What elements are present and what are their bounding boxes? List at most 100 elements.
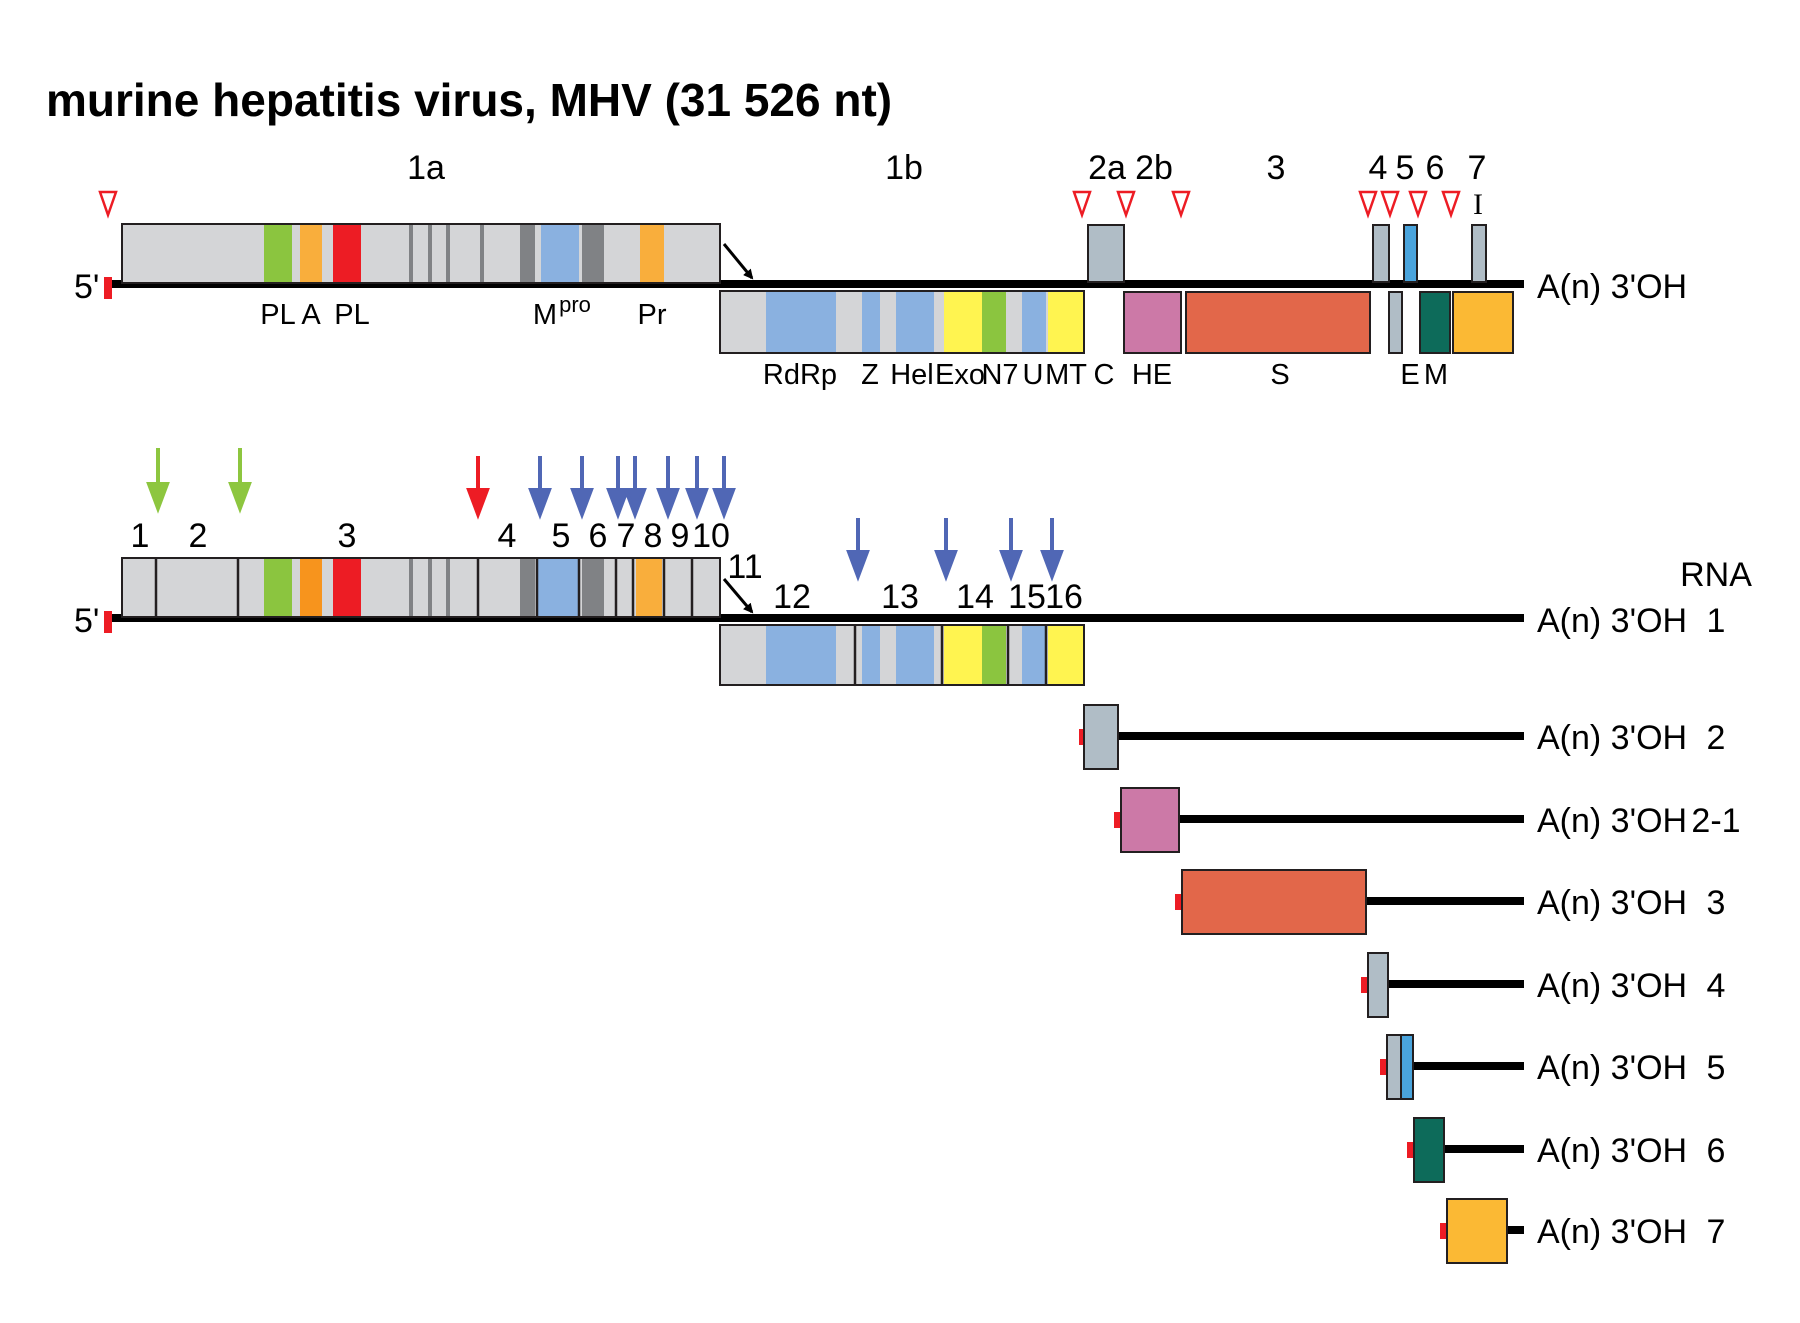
orf-2a	[1087, 224, 1125, 283]
rna-2-1: A(n) 3'OH 2-1	[1114, 787, 1741, 853]
mpro-cleavage-arrow	[685, 456, 709, 520]
rna1-leader	[104, 611, 112, 633]
rna-label-2-1: A(n) 3'OH	[1537, 802, 1687, 840]
nsp-label-10: 10	[692, 517, 730, 555]
orf-label-1a: 1a	[407, 149, 445, 187]
rna-label-3: A(n) 3'OH	[1537, 884, 1687, 922]
rna-label-6: A(n) 3'OH	[1537, 1132, 1687, 1170]
pp1a-box	[121, 557, 721, 618]
rna-label-7: A(n) 3'OH	[1537, 1213, 1687, 1251]
domain-label-hel: Hel	[890, 359, 934, 391]
rna-4: A(n) 3'OH 4	[1361, 952, 1726, 1018]
orf-m	[1419, 291, 1451, 354]
trs-marker	[1116, 190, 1136, 219]
rna-id-7: 7	[1707, 1213, 1726, 1251]
orf-label-4: 4	[1369, 149, 1388, 187]
rna-5: A(n) 3'OH 5	[1380, 1034, 1726, 1100]
nsp-label-9: 9	[671, 517, 690, 555]
domain-label-m-protein: M	[1424, 359, 1448, 391]
mpro-cleavage-arrow	[606, 456, 630, 520]
mpro-cleavage-arrow	[846, 518, 870, 582]
rna-header: RNA	[1680, 556, 1752, 594]
mpro-cleavage-arrow	[570, 456, 594, 520]
frameshift-arrow-middle	[722, 578, 754, 614]
nsp-label-6: 6	[589, 517, 608, 555]
orf-he	[1123, 291, 1182, 354]
mpro-cleavage-arrow	[999, 518, 1023, 582]
domain-label-n7: N7	[981, 359, 1018, 391]
rna-id-3: 3	[1707, 884, 1726, 922]
rna-id-6: 6	[1707, 1132, 1726, 1170]
domain-label-pro: pro	[559, 292, 591, 317]
orf-i	[1471, 224, 1487, 283]
nsp-label-5: 5	[552, 517, 571, 555]
rna-id-5: 5	[1707, 1049, 1726, 1087]
domain-label-u: U	[1023, 359, 1044, 391]
mpro-cleavage-arrow	[656, 456, 680, 520]
polyprotein-map: 5' A(n) 3'OH 1 RNA	[74, 448, 1752, 686]
orf-4	[1372, 224, 1390, 283]
rna-id-2: 2	[1707, 719, 1726, 757]
trs-marker	[1358, 190, 1378, 219]
domain-label-he: HE	[1132, 359, 1172, 391]
genome-backbone	[104, 280, 1524, 288]
nsp-label-2: 2	[189, 517, 208, 555]
mpro-cleavage-arrow	[934, 518, 958, 582]
nsp-label-4: 4	[498, 517, 517, 555]
rna-label-4: A(n) 3'OH	[1537, 967, 1687, 1005]
trs-marker	[1171, 190, 1191, 219]
trs-marker	[1408, 190, 1428, 219]
domain-label-pl2: PL	[334, 299, 369, 331]
orf-label-6: 6	[1426, 149, 1445, 187]
trs-markers	[98, 190, 1461, 219]
rna-label-2: A(n) 3'OH	[1537, 719, 1687, 757]
domain-label-s: S	[1270, 359, 1289, 391]
domain-label-m: M	[533, 299, 557, 331]
trs-marker	[98, 190, 118, 219]
rna-id-4: 4	[1707, 967, 1726, 1005]
domain-label-c: C	[1094, 359, 1115, 391]
nsp-label-13: 13	[881, 578, 919, 616]
frameshift-arrow-top	[722, 243, 754, 280]
orf-label-i: I	[1473, 188, 1483, 221]
leader-sequence	[104, 277, 112, 299]
genome-five-prime: 5'	[74, 268, 99, 306]
rna-7: A(n) 3'OH 7	[1440, 1198, 1726, 1264]
diagram-title: murine hepatitis virus, MHV (31 526 nt)	[46, 74, 892, 126]
orf-5a	[1388, 291, 1403, 354]
rna-id-1: 1	[1707, 602, 1726, 640]
orf-n	[1452, 291, 1514, 354]
orf-s	[1185, 291, 1371, 354]
cleavage-arrows	[146, 448, 1064, 582]
polyprotein-three-prime: A(n) 3'OH	[1537, 602, 1687, 640]
orf-label-2a: 2a	[1088, 149, 1126, 187]
orf-1b	[719, 290, 1085, 354]
domain-label-rdrp: RdRp	[763, 359, 837, 391]
orf-e	[1403, 224, 1418, 283]
mpro-cleavage-arrow	[528, 456, 552, 520]
rna-id-2-1: 2-1	[1691, 802, 1740, 840]
rna-6: A(n) 3'OH 6	[1407, 1117, 1726, 1183]
trs-marker	[1441, 190, 1461, 219]
orf-1a	[121, 223, 721, 284]
orf-label-3: 3	[1267, 149, 1286, 187]
pl2-cleavage-arrow	[466, 456, 490, 520]
pl1-cleavage-arrow	[228, 448, 252, 514]
rna-2: A(n) 3'OH 2	[1079, 704, 1726, 770]
rna-label-5: A(n) 3'OH	[1537, 1049, 1687, 1087]
domain-label-a: A	[301, 299, 321, 331]
genome-three-prime: A(n) 3'OH	[1537, 268, 1687, 306]
pl1-cleavage-arrow	[146, 448, 170, 514]
nsp-label-3: 3	[338, 517, 357, 555]
domain-label-pr: Pr	[638, 299, 667, 331]
pp1b-box	[719, 624, 1085, 686]
trs-marker	[1380, 190, 1400, 219]
rna-3: A(n) 3'OH 3	[1175, 869, 1726, 935]
nsp-label-16: 16	[1045, 578, 1083, 616]
nsp-label-11: 11	[727, 548, 762, 586]
subgenomic-rnas: A(n) 3'OH 2 A(n) 3'OH 2-1 A(n) 3'OH 3 A(…	[1079, 704, 1741, 1264]
polyprotein-five-prime: 5'	[74, 602, 99, 640]
trs-marker	[1072, 190, 1092, 219]
